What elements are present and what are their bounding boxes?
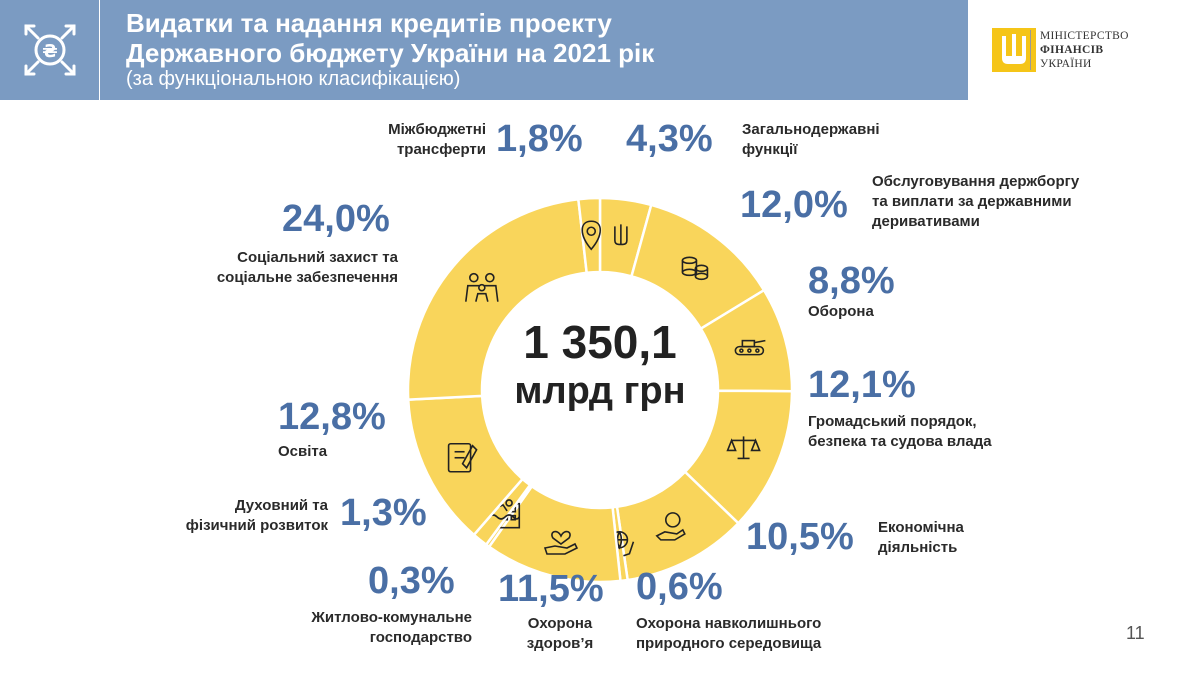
heart-hand-icon bbox=[543, 530, 579, 555]
total-amount: 1 350,1 bbox=[523, 316, 677, 368]
label-mizhbyudzhetni-1: Міжбюджетні bbox=[388, 121, 486, 138]
ministry-trident-logo bbox=[992, 28, 1036, 72]
ministry-name-line-2: ФІНАНСІВ bbox=[1040, 44, 1104, 56]
label-derzhborg-3: деривативами bbox=[872, 213, 980, 230]
pct-derzhborg: 12,0% bbox=[740, 184, 848, 226]
label-ekonomika-1: Економічна bbox=[878, 519, 964, 536]
page-number: 11 bbox=[1126, 623, 1145, 643]
page-subtitle: (за функціональною класифікацією) bbox=[126, 68, 461, 90]
ministry-name-line-3: УКРАЇНИ bbox=[1040, 58, 1092, 70]
label-mizhbyudzhetni-2: трансферти bbox=[396, 141, 486, 158]
pct-oborona: 8,8% bbox=[808, 260, 895, 302]
ministry-name-line-1: МІНІСТЕРСТВО bbox=[1040, 30, 1129, 42]
pct-poryadok: 12,1% bbox=[808, 364, 916, 406]
ministry-divider bbox=[1030, 30, 1031, 70]
label-sport-1: Духовний та bbox=[234, 497, 328, 514]
pct-zdorovya: 11,5% bbox=[498, 568, 604, 610]
ministry-logo-box bbox=[968, 0, 1200, 100]
hryvnia-arrows-icon: ₴ bbox=[24, 24, 76, 76]
page-title-line-2: Державного бюджету України на 2021 рік bbox=[126, 38, 655, 68]
budget-logo: ₴ bbox=[0, 0, 100, 100]
label-osvita: Освіта bbox=[278, 443, 328, 460]
svg-text:₴: ₴ bbox=[42, 41, 57, 62]
label-zdorovya-2: здоров’я bbox=[526, 635, 594, 652]
book-icon bbox=[447, 442, 478, 473]
pct-osvita: 12,8% bbox=[278, 396, 386, 438]
label-oborona: Оборона bbox=[808, 303, 874, 320]
scales-icon bbox=[726, 436, 761, 460]
label-ekonomika-2: діяльність bbox=[878, 539, 958, 556]
label-socialnyi-1: Соціальний захист та bbox=[237, 249, 398, 266]
pct-ekonomika: 10,5% bbox=[746, 516, 854, 558]
label-socialnyi-2: соціальне забезпечення bbox=[216, 269, 398, 286]
pct-zhytlo: 0,3% bbox=[368, 560, 455, 602]
total-unit: млрд грн bbox=[514, 370, 686, 412]
pct-zagalnoderzhavni: 4,3% bbox=[626, 118, 713, 160]
label-zagalnoderzhavni-2: функції bbox=[742, 141, 798, 158]
label-zagalnoderzhavni-1: Загальнодержавні bbox=[742, 121, 880, 138]
label-dovkillya-2: природного середовища bbox=[636, 635, 822, 652]
pct-dovkillya: 0,6% bbox=[636, 566, 723, 608]
header-bar: ₴ Видатки та надання кредитів проекту Де… bbox=[0, 0, 1200, 100]
label-zdorovya-1: Охорона bbox=[527, 615, 593, 632]
trident-icon bbox=[614, 224, 628, 246]
coins-icon bbox=[681, 256, 709, 281]
label-poryadok-1: Громадський порядок, bbox=[808, 413, 977, 430]
family-icon bbox=[465, 272, 499, 302]
label-derzhborg-2: та виплати за державними bbox=[872, 193, 1072, 210]
hand-coin-icon bbox=[655, 512, 686, 541]
label-derzhborg-1: Обслуговування держборгу bbox=[872, 173, 1080, 190]
label-dovkillya-1: Охорона навколишнього bbox=[636, 615, 822, 632]
location-pin-icon bbox=[581, 220, 602, 251]
page-title-line-1: Видатки та надання кредитів проекту bbox=[126, 8, 612, 38]
label-zhytlo-1: Житлово-комунальне bbox=[311, 609, 472, 626]
tank-icon bbox=[734, 339, 766, 356]
pct-socialnyi: 24,0% bbox=[282, 198, 390, 240]
label-poryadok-2: безпека та судова влада bbox=[808, 433, 992, 450]
label-zhytlo-2: господарство bbox=[369, 629, 472, 646]
label-sport-2: фізичний розвиток bbox=[185, 517, 328, 534]
pct-sport: 1,3% bbox=[340, 492, 427, 534]
pct-mizhbyudzhetni: 1,8% bbox=[496, 118, 583, 160]
